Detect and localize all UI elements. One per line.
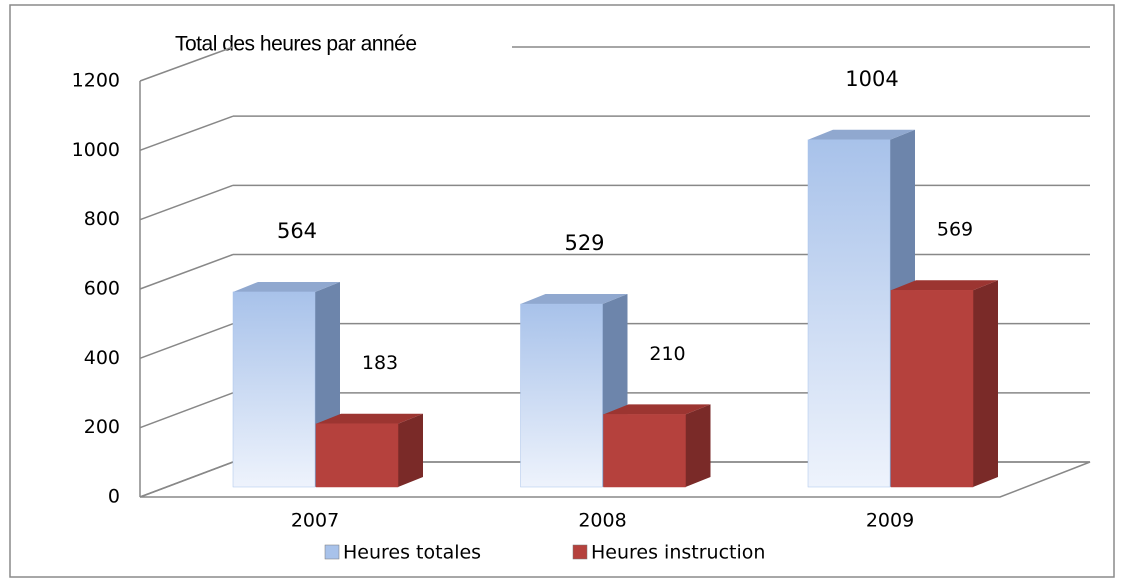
y-tick-label: 200 (84, 416, 120, 438)
bar-side (398, 413, 423, 487)
data-label: 1004 (845, 67, 898, 91)
grid-line (139, 46, 234, 82)
bar-top (891, 280, 998, 291)
grid-line (139, 184, 234, 221)
data-label: 564 (277, 219, 317, 243)
bar (315, 423, 399, 488)
bar (232, 291, 316, 488)
grid-line (139, 253, 234, 290)
grid-line (139, 322, 234, 360)
bar (807, 139, 891, 488)
bar-top (233, 281, 340, 292)
data-label: 529 (564, 231, 604, 255)
x-tick-label: 2007 (291, 510, 339, 532)
bar-top (520, 294, 628, 305)
data-label: 210 (649, 343, 685, 365)
bar-top (603, 404, 711, 415)
bar (890, 289, 974, 488)
bar-side (685, 404, 711, 487)
y-tick-label: 400 (84, 347, 120, 369)
data-label: 183 (362, 352, 398, 374)
legend-label: Heures instruction (591, 542, 765, 564)
grid-line (139, 461, 234, 498)
grid-line (139, 392, 234, 429)
bar-side (973, 280, 998, 487)
x-tick-label: 2009 (866, 510, 914, 532)
legend-swatch (572, 544, 588, 560)
bar (603, 414, 686, 488)
legend-label: Heures totales (343, 542, 481, 564)
y-tick-label: 1000 (72, 139, 120, 161)
bar-top (808, 129, 915, 140)
x-tick-label: 2008 (578, 510, 626, 532)
bar-group (315, 413, 423, 488)
bar (520, 303, 603, 488)
y-tick-label: 600 (84, 278, 120, 300)
legend-swatch (324, 544, 340, 560)
y-tick-label: 0 (108, 486, 120, 508)
grid-line (139, 115, 234, 152)
y-tick-label: 1200 (72, 70, 120, 92)
bar-group (603, 404, 711, 488)
chart-title: Total des heures par année (175, 33, 417, 56)
y-tick-label: 800 (84, 208, 120, 230)
bar-top (316, 413, 423, 424)
data-label: 569 (937, 219, 973, 241)
bar-group (890, 280, 998, 488)
